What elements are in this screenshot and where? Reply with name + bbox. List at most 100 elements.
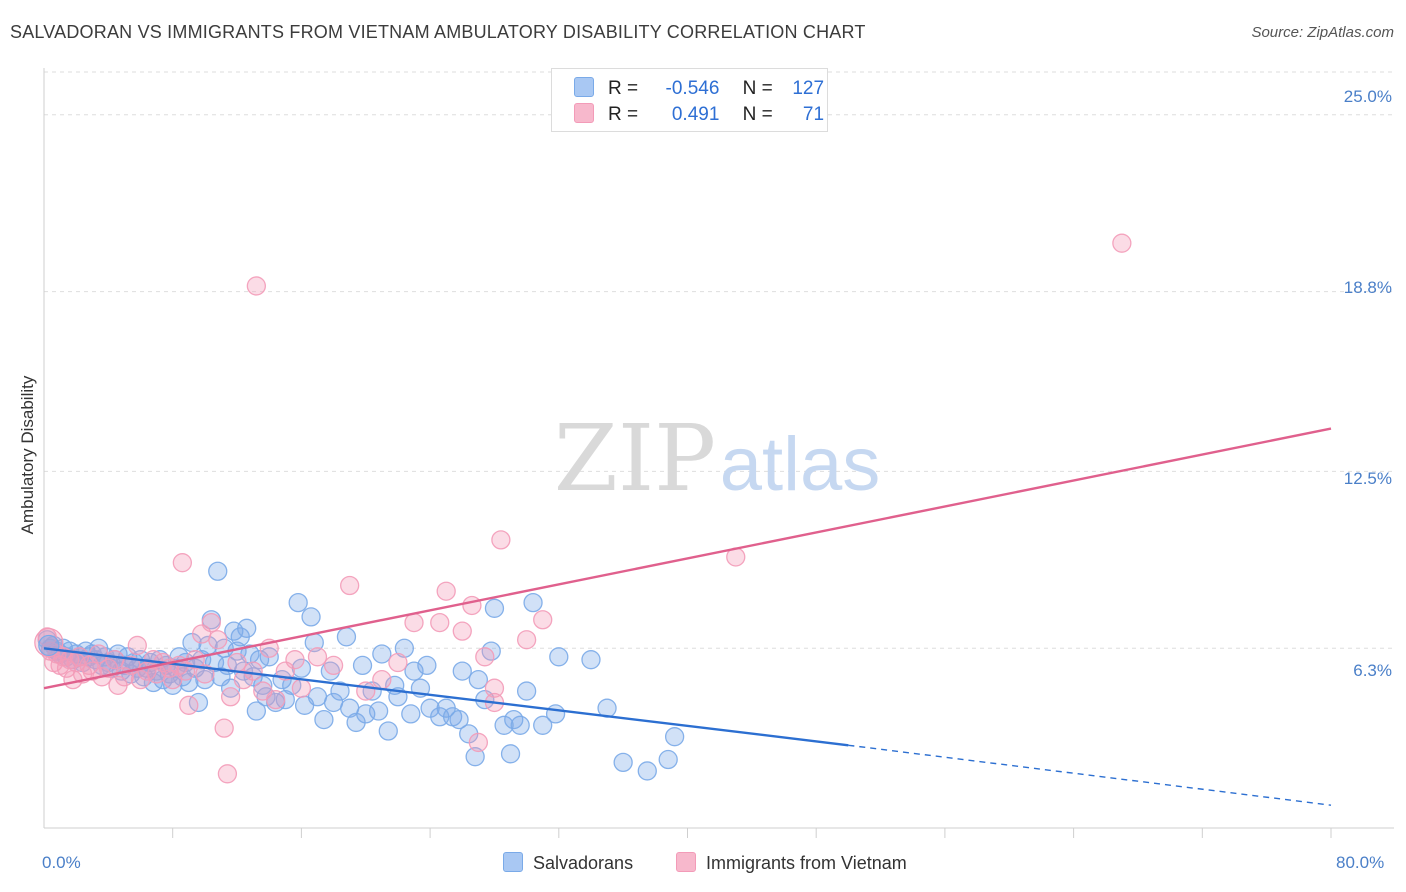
data-point: [378, 721, 398, 741]
trend-line-vietnam: [43, 427, 1332, 690]
data-point: [208, 561, 228, 581]
data-point: [307, 647, 328, 667]
data-point: [516, 630, 537, 650]
trend-line-salvadorans: [43, 647, 849, 747]
trend-line-salvadorans-extension: [848, 744, 1332, 806]
watermark-zip: ZIP: [554, 405, 716, 512]
data-point: [208, 630, 228, 650]
data-point: [500, 744, 521, 764]
legend-r-value: -0.546: [665, 78, 720, 99]
data-point: [372, 644, 392, 664]
data-point: [214, 718, 234, 738]
data-point: [658, 749, 678, 770]
data-point: [330, 681, 350, 701]
data-point: [246, 276, 267, 296]
data-point: [336, 627, 357, 647]
legend-r-label: R =: [608, 104, 639, 125]
y-tick-label-6-3: 6.3%: [1353, 661, 1392, 680]
axes: [43, 68, 1394, 838]
data-point: [220, 687, 241, 707]
data-point: [323, 655, 344, 676]
data-point: [82, 661, 102, 681]
data-point: [105, 650, 125, 670]
data-point: [452, 621, 472, 641]
chart-title: SALVADORAN VS IMMIGRANTS FROM VIETNAM AM…: [10, 22, 866, 42]
data-point: [533, 610, 553, 630]
data-point: [307, 687, 328, 707]
data-point: [301, 607, 321, 627]
legend-row-vietnam: R = 0.491 N = 71: [574, 103, 824, 127]
data-point: [368, 701, 389, 721]
data-point: [401, 704, 421, 724]
data-point: [340, 575, 360, 596]
watermark: ZIP atlas: [554, 405, 880, 512]
data-point: [468, 670, 489, 690]
legend-r-value: 0.491: [671, 104, 720, 125]
data-point: [201, 612, 221, 633]
data-point: [533, 715, 553, 735]
data-point: [494, 715, 514, 735]
correlation-legend: R = -0.546 N = 127 R = 0.491 N = 71: [551, 68, 828, 132]
x-tick-label-max: 80.0%: [1336, 853, 1385, 872]
bottom-legend-salvadorans: Salvadorans: [503, 852, 633, 874]
data-point: [38, 634, 60, 657]
data-point: [352, 655, 373, 676]
trend-lines: [43, 427, 1332, 806]
data-point: [266, 689, 286, 710]
data-point: [510, 715, 530, 735]
data-point: [484, 678, 505, 698]
data-point: [237, 618, 257, 638]
legend-swatch-salvadorans: [574, 77, 594, 97]
data-point: [217, 764, 238, 784]
legend-n-value: 71: [802, 104, 825, 125]
data-point: [637, 761, 657, 781]
data-point: [430, 612, 450, 633]
bottom-legend-label: Immigrants from Vietnam: [706, 853, 907, 873]
data-point: [452, 661, 472, 681]
data-point: [465, 747, 485, 767]
bottom-legend-label: Salvadorans: [533, 853, 634, 873]
legend-swatch-vietnam: [574, 103, 594, 123]
data-point: [179, 695, 199, 715]
bottom-legend-swatch: [503, 852, 523, 872]
data-point: [320, 661, 341, 681]
data-point: [227, 652, 247, 673]
data-point: [484, 598, 505, 618]
data-point: [404, 612, 424, 633]
y-tick-label-25: 25.0%: [1343, 87, 1392, 106]
data-point: [417, 655, 437, 676]
data-point: [394, 638, 415, 658]
watermark-atlas: atlas: [720, 422, 881, 507]
data-point: [246, 701, 267, 721]
legend-n-label: N =: [742, 104, 773, 125]
data-point: [37, 627, 57, 647]
grid-lines: [44, 71, 1394, 649]
data-point: [288, 592, 308, 613]
bottom-legend-vietnam: Immigrants from Vietnam: [676, 852, 907, 874]
data-point: [372, 670, 392, 690]
data-point: [449, 709, 469, 730]
bottom-legend-swatch: [676, 852, 696, 872]
legend-r-label: R =: [608, 78, 639, 99]
x-tick-label-min: 0.0%: [42, 853, 81, 872]
data-point: [275, 689, 295, 710]
data-point: [613, 752, 633, 773]
data-point: [664, 727, 685, 747]
data-point: [475, 647, 495, 667]
data-point: [549, 647, 569, 667]
data-point: [127, 635, 147, 656]
data-point: [468, 732, 489, 753]
y-tick-label-12-5: 12.5%: [1343, 469, 1392, 488]
source-label: Source: ZipAtlas.com: [1251, 24, 1394, 41]
data-point: [581, 650, 601, 670]
legend-n-value: 127: [792, 78, 825, 99]
y-axis-label: Ambulatory Disability: [18, 375, 37, 535]
legend-n-label: N =: [742, 78, 773, 99]
data-point: [195, 664, 215, 684]
data-point: [195, 670, 215, 690]
data-point: [172, 553, 193, 573]
data-point: [291, 678, 312, 698]
data-point: [243, 661, 263, 681]
data-point: [1112, 233, 1132, 253]
